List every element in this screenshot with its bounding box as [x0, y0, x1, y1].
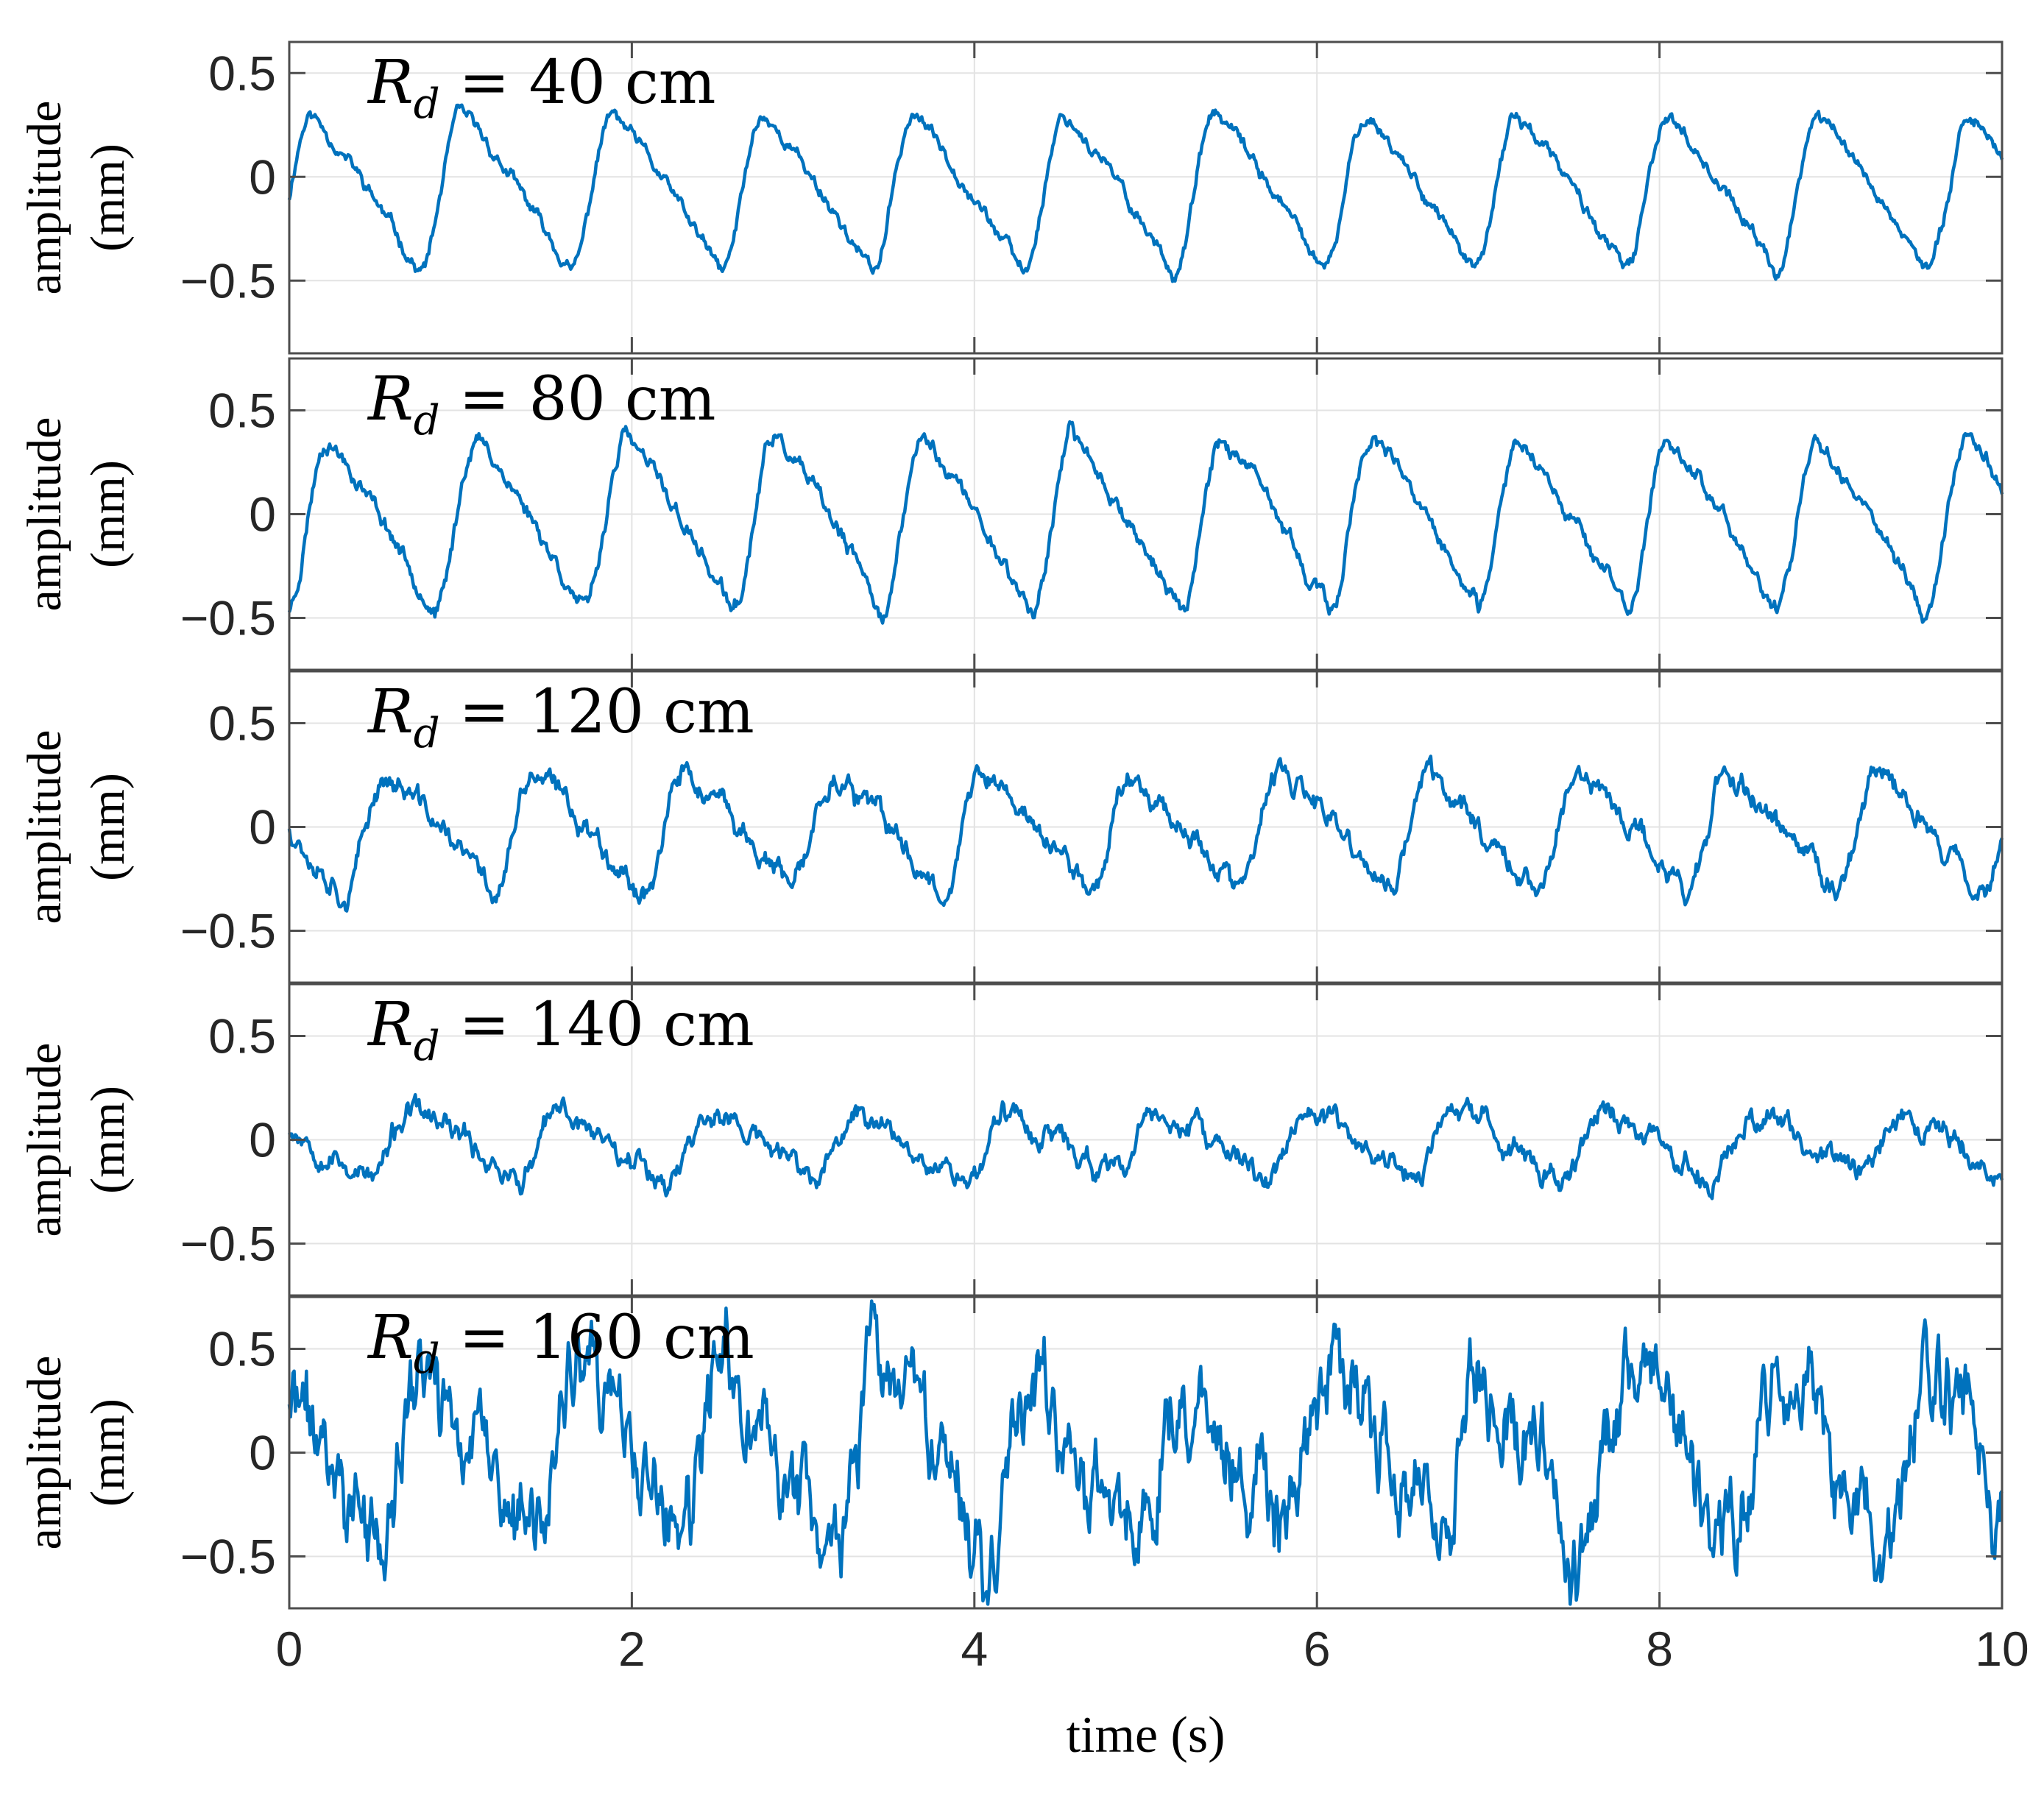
data-line: [287, 420, 2004, 625]
y-axis-label: amplitude: [18, 1356, 71, 1550]
panel-4: 0.5 0 −0.5 amplitude (mm) Rd = 140 cm: [18, 983, 2004, 1297]
y-axis-label-unit: (mm): [81, 460, 135, 568]
x-tick-label: 4: [961, 1622, 988, 1676]
x-tick-label: 8: [1646, 1622, 1673, 1676]
panel-title: Rd = 140 cm: [367, 990, 754, 1070]
y-axis-label: amplitude: [18, 1043, 71, 1237]
panel-title: Rd = 160 cm: [367, 1303, 754, 1383]
x-tick-label: 10: [1975, 1622, 2029, 1676]
data-line: [287, 754, 2004, 913]
y-tick-label: 0: [249, 1113, 276, 1167]
y-tick-label: −0.5: [180, 253, 276, 308]
y-tick-label: 0: [249, 1426, 276, 1480]
data-line: [287, 1299, 2004, 1606]
y-tick-label: 0.5: [208, 46, 276, 100]
y-axis-label: amplitude: [18, 101, 71, 295]
y-tick-label: 0: [249, 149, 276, 204]
data-line: [287, 103, 2004, 283]
data-line: [287, 1092, 2004, 1201]
y-tick-label: −0.5: [180, 904, 276, 958]
panel-2: 0.5 0 −0.5 amplitude (mm) Rd = 80 cm: [18, 357, 2004, 671]
y-axis-label-unit: (mm): [81, 1086, 135, 1194]
panel-title: Rd = 80 cm: [367, 364, 716, 445]
panel-3: 0.5 0 −0.5 amplitude (mm) Rd = 120 cm: [18, 670, 2004, 984]
axes-box: [288, 40, 2004, 355]
panel-1: 0.5 0 −0.5 amplitude (mm) Rd = 40 cm: [18, 40, 2004, 355]
y-tick-label: 0.5: [208, 1009, 276, 1064]
x-axis-label: time (s): [1067, 1707, 1226, 1764]
y-tick-label: 0: [249, 487, 276, 542]
y-tick-label: −0.5: [180, 1217, 276, 1271]
x-tick-label: 6: [1304, 1622, 1331, 1676]
x-tick-label: 2: [618, 1622, 646, 1676]
y-tick-label: 0: [249, 800, 276, 855]
y-axis-label-unit: (mm): [81, 144, 135, 252]
panel-title: Rd = 40 cm: [367, 48, 716, 128]
y-tick-label: 0.5: [208, 383, 276, 438]
y-axis-label-unit: (mm): [81, 773, 135, 881]
panel-title: Rd = 120 cm: [367, 677, 754, 757]
y-tick-label: −0.5: [180, 1530, 276, 1584]
y-axis-label: amplitude: [18, 730, 71, 924]
y-axis-label: amplitude: [18, 417, 71, 612]
y-tick-label: 0.5: [208, 1322, 276, 1376]
y-tick-label: 0.5: [208, 696, 276, 751]
y-axis-label-unit: (mm): [81, 1399, 135, 1507]
x-tick-label: 0: [276, 1622, 303, 1676]
y-tick-label: −0.5: [180, 591, 276, 646]
